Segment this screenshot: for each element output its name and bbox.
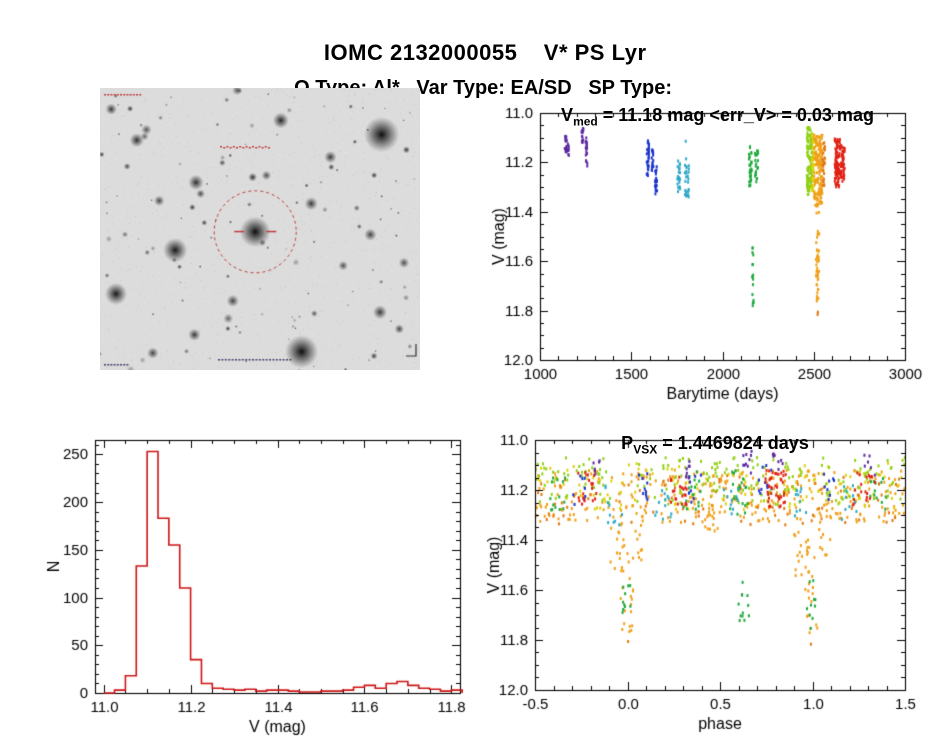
page-title-text: IOMC 2132000055 V* PS Lyr: [323, 40, 647, 65]
lightcurve-plot: [480, 105, 935, 405]
page-title: IOMC 2132000055 V* PS Lyr: [0, 14, 944, 92]
phase-folded-plot: [475, 430, 935, 740]
starfield-image: [100, 88, 420, 370]
histogram-plot: [40, 430, 470, 742]
